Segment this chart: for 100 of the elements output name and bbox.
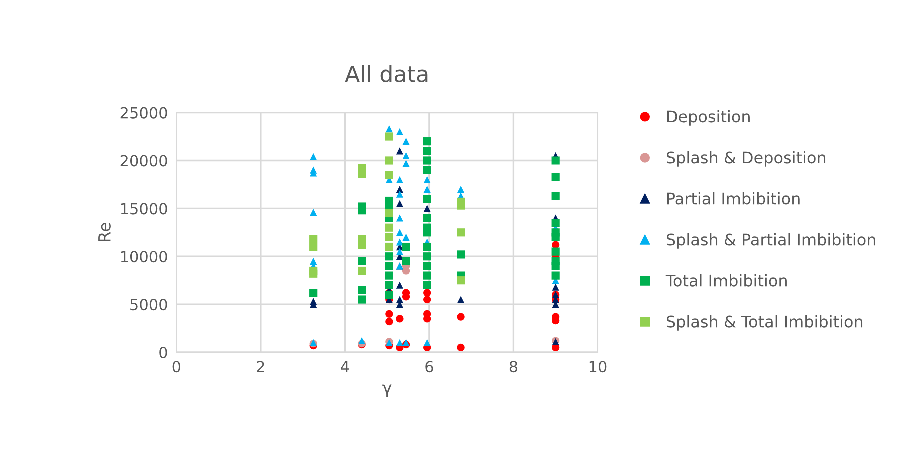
point [423, 166, 432, 174]
point [552, 241, 560, 249]
point [396, 190, 404, 198]
point [310, 289, 318, 298]
point [386, 126, 393, 133]
point [385, 132, 394, 141]
point [396, 282, 404, 289]
point [424, 186, 431, 194]
legend-label: Splash & Partial Imbibition [666, 233, 876, 249]
y-tick-label: 5000 [130, 299, 168, 311]
point [402, 234, 410, 241]
point [396, 200, 404, 208]
point [458, 186, 465, 194]
point [358, 337, 366, 345]
point [424, 205, 431, 212]
point [386, 318, 394, 326]
point [310, 242, 318, 252]
legend-label: Partial Imbibition [667, 192, 800, 205]
point [457, 313, 465, 321]
point [402, 152, 410, 160]
point [396, 315, 404, 323]
point [358, 296, 366, 304]
point [402, 257, 410, 266]
point [385, 209, 394, 218]
point [385, 196, 394, 206]
point [423, 272, 432, 280]
point [358, 286, 366, 294]
x-tick-label: 4 [341, 361, 350, 372]
point [423, 242, 432, 252]
point [423, 281, 432, 290]
point [396, 128, 404, 136]
point [423, 214, 432, 222]
point [310, 258, 318, 265]
chart-title: All data [345, 65, 428, 83]
point [424, 296, 432, 304]
point [385, 252, 394, 261]
point [457, 344, 465, 352]
point [385, 272, 394, 280]
x-tick-label: 2 [257, 361, 264, 372]
point [358, 170, 366, 178]
point [385, 281, 394, 290]
point [456, 276, 466, 285]
point [358, 202, 366, 211]
point [424, 289, 432, 297]
y-axis-title: Re [98, 222, 111, 242]
point [458, 296, 465, 304]
point [396, 238, 404, 246]
point [358, 266, 366, 276]
point [386, 310, 394, 318]
point [310, 153, 318, 160]
point [424, 176, 431, 184]
point [552, 192, 560, 200]
legend-label: Splash & Deposition [666, 151, 826, 167]
point [423, 147, 432, 156]
point [385, 290, 394, 300]
y-tick-label: 10000 [121, 251, 168, 263]
y-tick-label: 25000 [120, 107, 168, 119]
legend-label: Deposition [667, 110, 750, 126]
point [396, 176, 404, 184]
point [310, 298, 318, 306]
point [423, 252, 432, 261]
point [396, 229, 404, 236]
point [552, 272, 560, 280]
point [424, 339, 431, 346]
x-tick-label: 6 [426, 361, 434, 373]
point [402, 160, 410, 168]
x-tick-label: 10 [590, 361, 607, 373]
point [552, 284, 560, 291]
point [385, 156, 394, 165]
point [396, 339, 404, 346]
point [424, 310, 432, 318]
point [402, 138, 410, 146]
x-tick-label: 8 [510, 361, 518, 373]
point [552, 172, 560, 182]
point [358, 257, 366, 266]
point [402, 242, 410, 252]
point [310, 270, 318, 278]
point [456, 228, 466, 237]
point [396, 296, 404, 304]
point [423, 195, 432, 204]
point [456, 202, 466, 210]
point [552, 156, 560, 165]
y-tick-label: 20000 [120, 155, 168, 167]
point [310, 208, 318, 216]
point [385, 171, 394, 180]
point [552, 262, 560, 270]
point [552, 248, 560, 256]
point [423, 138, 432, 146]
point [552, 219, 560, 228]
point [396, 214, 404, 222]
point [423, 156, 432, 165]
point [396, 148, 404, 155]
point [385, 262, 394, 270]
legend-label: Splash & Total Imbibition [666, 315, 863, 331]
point [385, 233, 394, 242]
point [552, 233, 560, 242]
point [358, 241, 366, 250]
x-axis-title: γ [382, 384, 392, 398]
point [310, 235, 318, 244]
y-tick-label: 0 [160, 346, 168, 359]
